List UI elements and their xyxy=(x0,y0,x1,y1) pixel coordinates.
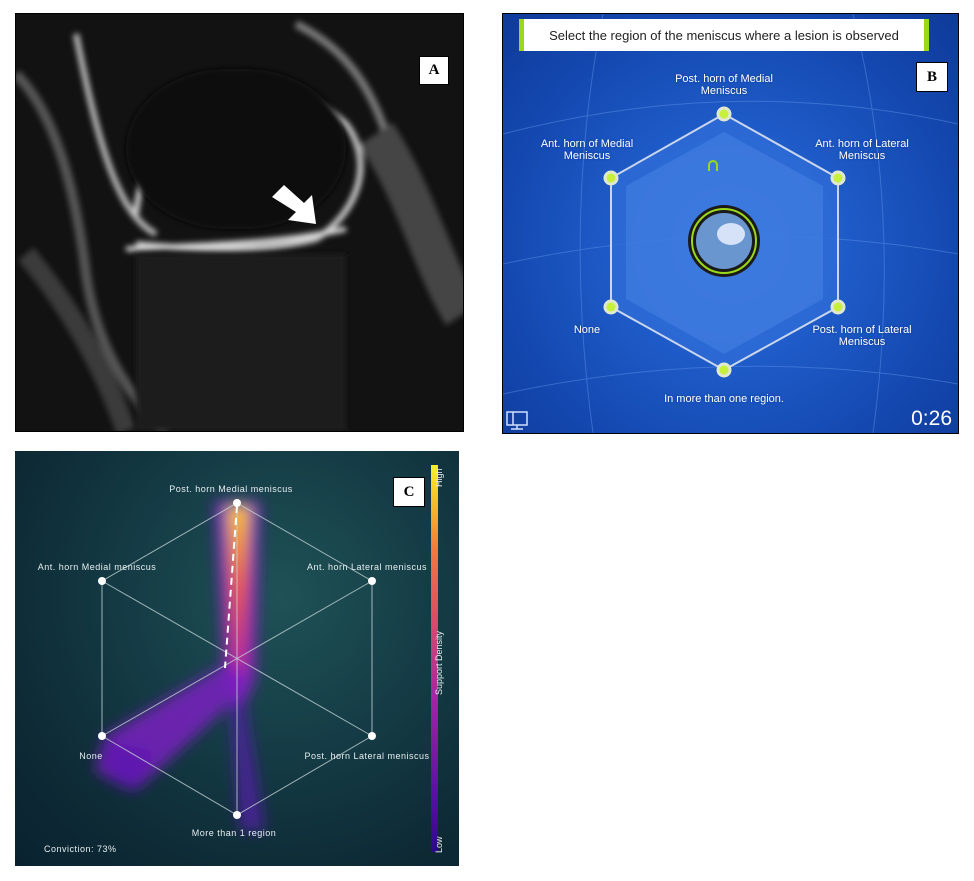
question-interface-panel: Select the region of the meniscus where … xyxy=(502,13,959,434)
option-node xyxy=(368,577,376,585)
colorbar-title: Support Density xyxy=(434,630,444,695)
option-label: Ant. horn Medial meniscus xyxy=(37,562,157,572)
option-label: More than 1 region xyxy=(191,828,277,838)
option-label: Ant. horn Lateral meniscus xyxy=(306,562,428,572)
option-label: Ant. horn of Lateral Meniscus xyxy=(815,138,909,162)
hexagon-selector xyxy=(503,14,958,433)
support-density-panel: Post. horn Medial meniscus Ant. horn Lat… xyxy=(15,451,459,866)
option-label: Post. horn Lateral meniscus xyxy=(304,751,430,761)
panel-label-c: C xyxy=(393,477,425,507)
option-label: In more than one region. xyxy=(664,393,784,405)
mri-image-panel: A xyxy=(15,13,464,432)
option-node xyxy=(368,732,376,740)
option-node xyxy=(98,577,106,585)
option-label: None xyxy=(573,324,601,336)
option-label: Post. horn Medial meniscus xyxy=(169,484,293,494)
question-prompt: Select the region of the meniscus where … xyxy=(519,19,929,51)
colorbar xyxy=(431,465,438,852)
conviction-readout: Conviction: 73% xyxy=(44,844,117,854)
density-hexagon-plot xyxy=(95,499,376,831)
magnet-icon xyxy=(708,160,718,171)
option-node xyxy=(233,499,241,507)
option-label: Ant. horn of Medial Meniscus xyxy=(540,138,634,162)
arrow-icon xyxy=(272,185,316,224)
panel-label-b: B xyxy=(916,62,948,92)
option-label: Post. horn of Medial Meniscus xyxy=(675,73,773,97)
option-node xyxy=(233,811,241,819)
countdown-timer: 0:26 xyxy=(911,407,952,430)
colorbar-low-label: Low xyxy=(434,836,444,853)
option-label: None xyxy=(79,751,103,761)
option-node xyxy=(98,732,106,740)
colorbar-high-label: High xyxy=(434,468,444,487)
option-label: Post. horn of Lateral Meniscus xyxy=(812,324,912,348)
panel-label-a: A xyxy=(419,56,449,85)
vote-trajectory-line xyxy=(224,505,238,669)
mri-knee-image xyxy=(16,14,463,431)
